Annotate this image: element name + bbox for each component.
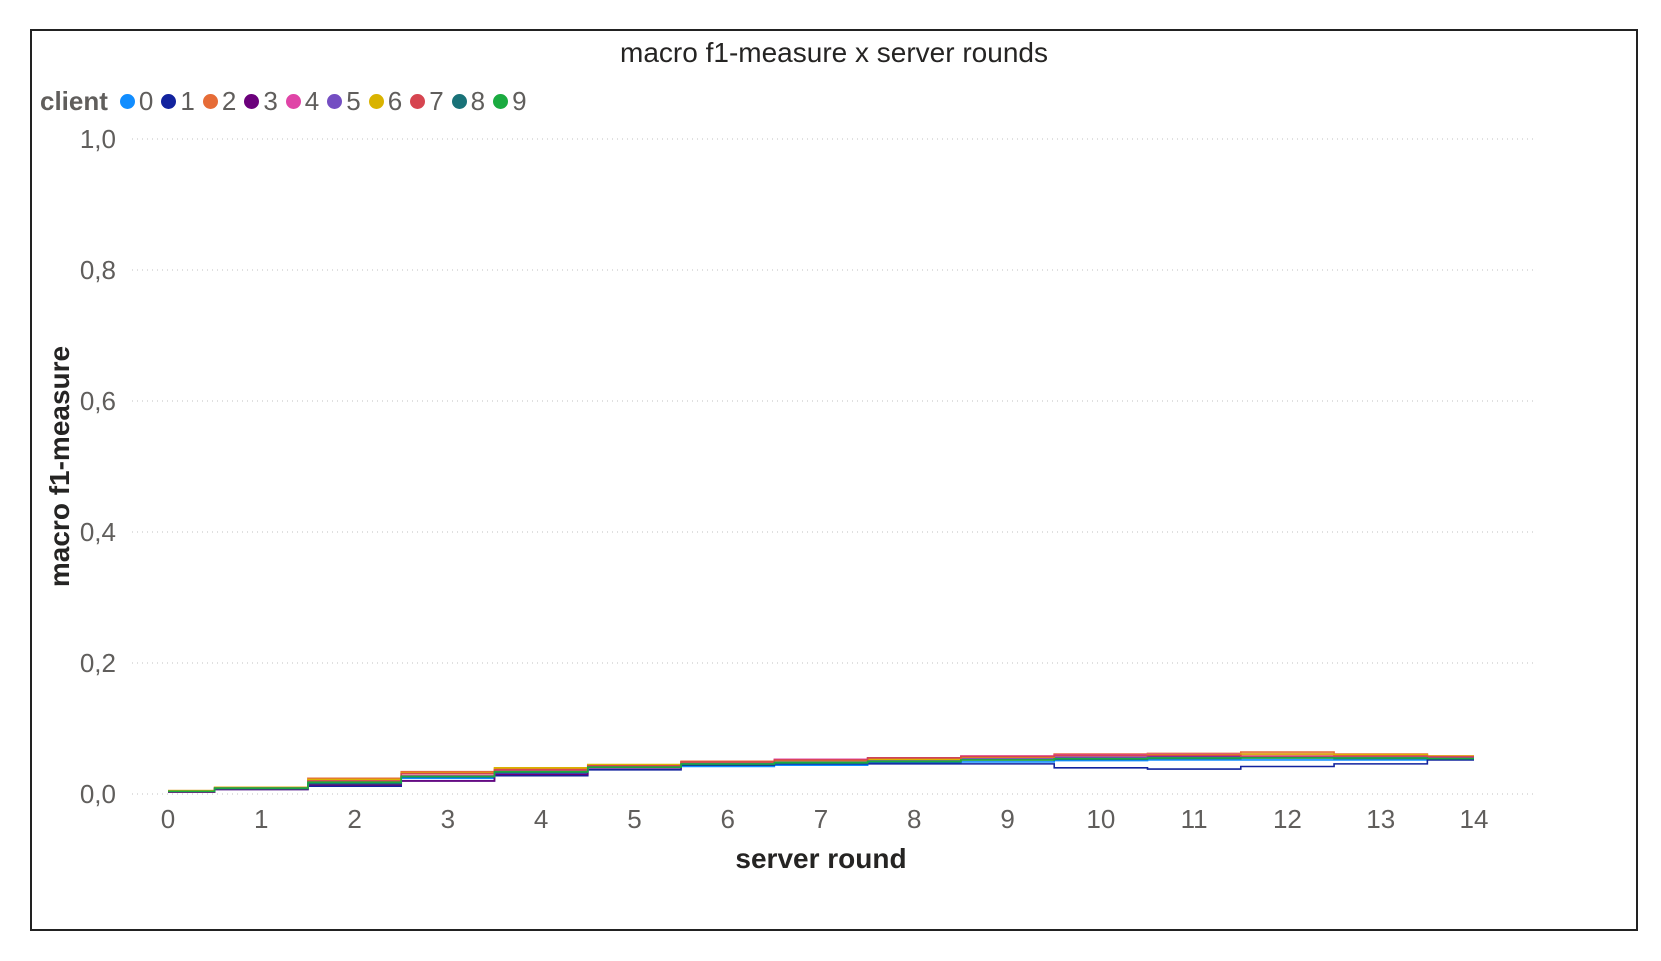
chart-container: macro f1-measure x server rounds client …	[30, 29, 1638, 931]
legend-marker-3	[244, 94, 260, 109]
x-tick-label: 13	[1366, 804, 1395, 834]
legend-item-5[interactable]: 5	[327, 86, 361, 117]
legend-label-1: 1	[180, 86, 195, 116]
x-tick-label: 4	[534, 804, 548, 834]
legend-label-7: 7	[429, 86, 444, 116]
x-tick-label: 10	[1086, 804, 1115, 834]
legend-item-6[interactable]: 6	[368, 86, 403, 117]
y-tick-label: 0,0	[80, 779, 116, 809]
chart-title: macro f1-measure x server rounds	[620, 37, 1048, 68]
legend-title: client	[40, 86, 108, 116]
legend-item-4[interactable]: 4	[285, 86, 320, 117]
legend-label-6: 6	[387, 86, 403, 116]
series-line-9[interactable]	[168, 757, 1474, 793]
x-tick-label: 2	[347, 804, 361, 834]
legend-item-1[interactable]: 1	[161, 86, 195, 117]
legend-item-3[interactable]: 3	[244, 86, 278, 117]
x-tick-label: 7	[814, 804, 828, 834]
legend-item-8[interactable]: 8	[451, 86, 486, 117]
series-line-7[interactable]	[168, 754, 1474, 793]
legend-marker-2	[202, 94, 218, 109]
legend-marker-8	[451, 94, 467, 109]
plot-area: 0,00,20,40,60,81,00 1 2 3 4 5 6 7 8 9 10 11 12 13 14se…	[44, 124, 1536, 874]
legend-marker-6	[368, 94, 384, 109]
legend-item-7[interactable]: 7	[410, 86, 444, 117]
y-tick-label: 0,2	[80, 648, 116, 678]
legend-marker-5	[327, 94, 343, 109]
legend-label-2: 2	[221, 86, 237, 116]
legend-label-0: 0	[138, 86, 154, 116]
y-tick-label: 0,6	[80, 386, 116, 416]
x-tick-label: 11	[1181, 804, 1208, 834]
x-tick-label: 14	[1460, 804, 1489, 834]
legend-label-9: 9	[512, 86, 527, 116]
x-axis-title: server round	[735, 843, 906, 874]
y-tick-label: 0,4	[80, 517, 116, 547]
x-tick-label: 0	[161, 804, 175, 834]
x-tick-label: 12	[1273, 804, 1302, 834]
x-tick-label: 3	[441, 804, 455, 834]
legend-label-3: 3	[263, 86, 278, 116]
x-tick-label: 1	[254, 804, 268, 834]
legend-marker-0	[119, 94, 135, 109]
legend-marker-4	[285, 94, 301, 109]
legend-marker-9	[493, 94, 509, 109]
legend-item-0[interactable]: 0	[119, 86, 154, 117]
x-tick-label: 5	[627, 804, 641, 834]
legend-marker-7	[410, 94, 426, 109]
legend-label-8: 8	[470, 86, 486, 116]
y-tick-label: 0,8	[80, 255, 116, 285]
x-tick-label: 9	[1000, 804, 1014, 834]
legend-item-2[interactable]: 2	[202, 86, 237, 117]
legend-label-5: 5	[346, 86, 361, 116]
legend-item-9[interactable]: 9	[493, 86, 527, 117]
y-axis-title: macro f1-measure	[44, 346, 75, 587]
x-tick-label: 6	[720, 804, 734, 834]
legend-marker-1	[161, 94, 177, 109]
legend-label-4: 4	[304, 86, 320, 116]
x-tick-label: 8	[907, 804, 921, 834]
y-tick-label: 1,0	[80, 124, 116, 154]
